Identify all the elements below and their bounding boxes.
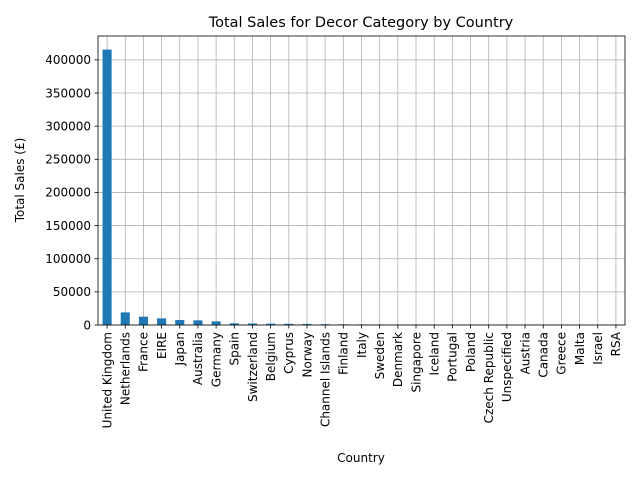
x-tick-label: Austria [518,332,532,374]
bar [193,320,203,325]
x-tick-label: Japan [173,332,187,366]
x-tick-label: United Kingdom [100,332,114,428]
x-tick-label: Canada [537,332,551,378]
y-tick-label: 250000 [45,153,91,167]
x-tick-label: Poland [464,332,478,372]
y-axis-ticks: 0 50000 100000 150000 200000 250000 300000 3500… [45,53,98,332]
bar [302,323,312,325]
x-tick-label: Malta [573,332,587,365]
x-tick-label: Spain [228,332,242,366]
x-tick-label: Channel Islands [318,332,332,427]
bar [211,321,221,325]
x-tick-label: Belgium [264,332,278,381]
x-tick-label: Denmark [391,332,405,387]
x-tick-label: Germany [209,332,223,387]
bar [229,323,239,325]
bar [284,323,294,325]
y-tick-label: 350000 [45,86,91,100]
x-tick-label: France [137,332,151,372]
bar [157,318,167,325]
x-tick-label: Greece [555,332,569,375]
y-tick-label: 50000 [53,285,91,299]
x-tick-label: Italy [355,332,369,358]
y-tick-label: 100000 [45,252,91,266]
y-axis-label: Total Sales (£) [13,138,27,224]
y-tick-label: 300000 [45,119,91,133]
grid-lines [98,36,625,326]
x-tick-label: EIRE [155,332,169,359]
x-tick-label: Czech Republic [482,332,496,423]
x-tick-label: Switzerland [246,332,260,402]
x-tick-label: Portugal [446,332,460,382]
x-tick-label: Iceland [427,332,441,375]
chart-title: Total Sales for Decor Category by Countr… [208,15,514,31]
x-tick-label: Israel [591,332,605,365]
bar [138,316,148,325]
bar [247,323,258,325]
x-axis-ticks: United Kingdom Netherlands France EIRE Japan… [100,325,623,428]
bar [102,49,112,325]
bar [266,323,276,325]
y-tick-label: 400000 [45,53,91,67]
x-tick-label: Finland [337,332,351,375]
x-tick-label: Netherlands [119,332,133,405]
x-tick-label: Cyprus [282,332,296,374]
x-axis-label: Country [337,451,385,465]
bar [175,320,185,325]
x-tick-label: Australia [191,332,205,385]
y-tick-label: 150000 [45,219,91,233]
x-tick-label: RSA [609,331,623,356]
x-tick-label: Unspecified [500,332,514,402]
x-tick-label: Norway [300,332,314,378]
y-tick-label: 0 [83,318,91,332]
x-tick-label: Singapore [409,332,423,393]
y-tick-label: 200000 [45,186,91,200]
x-tick-label: Sweden [373,332,387,379]
bar [120,312,130,325]
